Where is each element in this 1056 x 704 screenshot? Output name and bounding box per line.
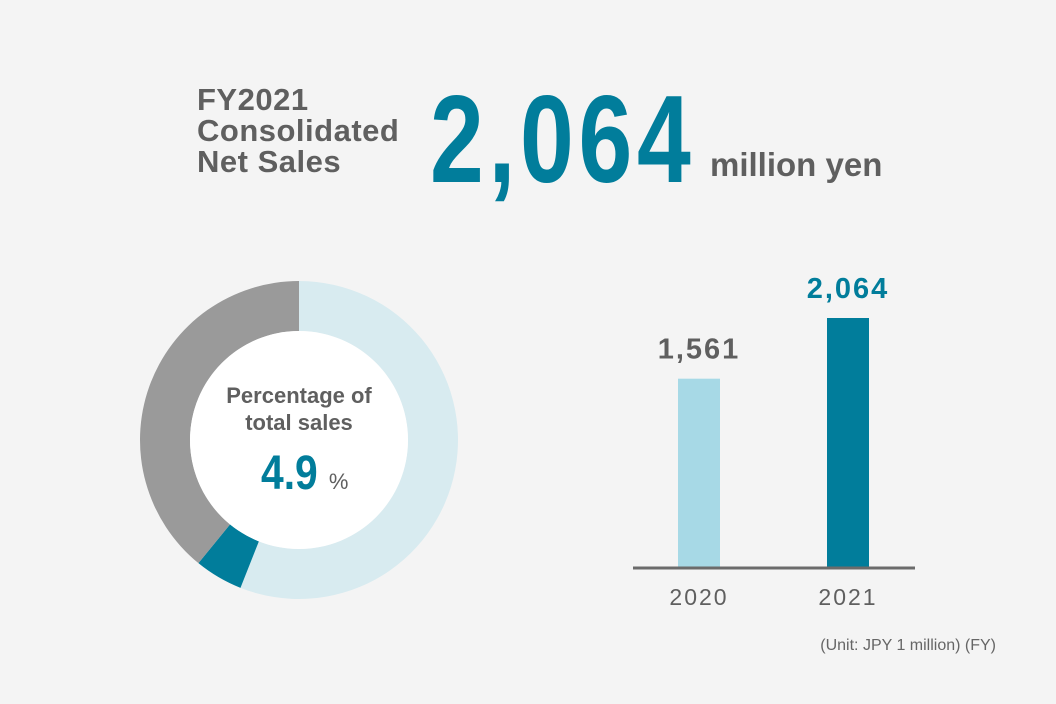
x-tick-label: 2020: [669, 584, 728, 610]
headline-label-line: Net Sales: [197, 144, 342, 179]
donut-label: Percentage of total sales: [190, 382, 408, 436]
donut-chart: [139, 281, 458, 600]
donut-slice-1: [198, 524, 259, 588]
donut-percentage: 4.9 %: [242, 450, 362, 498]
headline-unit: million yen: [710, 146, 883, 183]
headline-value: 2,064: [430, 71, 696, 209]
donut-percentage-value: 4.9: [260, 447, 318, 500]
donut-slice-0: [240, 281, 458, 600]
headline-label-line: Consolidated: [197, 113, 400, 148]
donut-label-line: total sales: [245, 410, 353, 435]
bar-chart: 1,561 2020 2,064 2021: [633, 273, 915, 610]
headline-label-line: FY2021: [197, 82, 309, 117]
donut-hole: [190, 331, 408, 549]
unit-footnote: (Unit: JPY 1 million) (FY): [820, 637, 996, 654]
x-tick-label: 2021: [818, 584, 877, 610]
bar-value-label: 2,064: [807, 273, 890, 305]
bar-value-label: 1,561: [658, 334, 741, 366]
headline-label: FY2021 Consolidated Net Sales: [197, 84, 399, 177]
donut-percentage-unit: %: [328, 469, 349, 494]
donut-label-line: Percentage of: [226, 383, 372, 408]
donut-slice-2: [139, 281, 299, 564]
bar-2020: [678, 378, 720, 567]
bar-2021: [827, 318, 869, 567]
donut-center: Percentage of total sales 4.9 %: [190, 330, 408, 548]
